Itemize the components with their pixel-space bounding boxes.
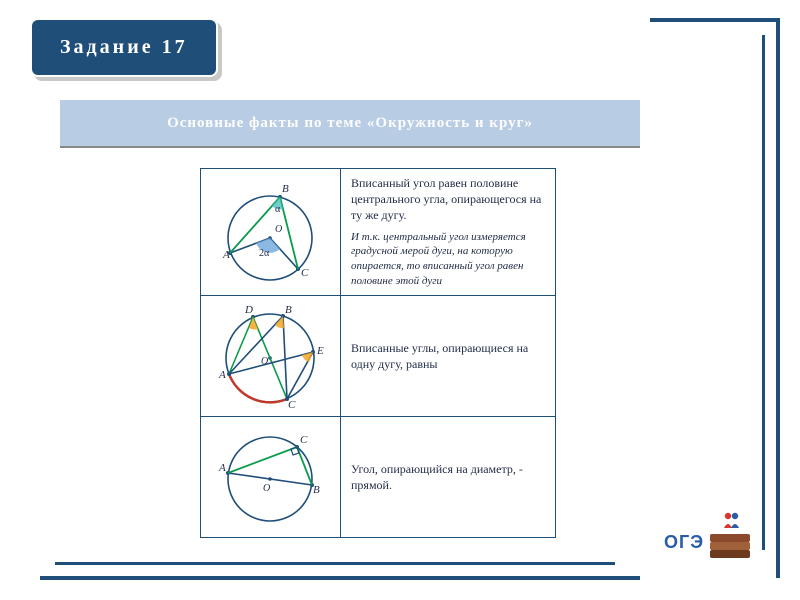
svg-text:A: A [218, 462, 226, 474]
table-row: A C D B E O Вписанные углы, опирающиеся … [201, 295, 556, 416]
table-row: A C B O α 2α Вписанный угол равен полови… [201, 169, 556, 296]
logo: ОГЭ [664, 526, 750, 558]
svg-text:O: O [261, 356, 268, 367]
svg-text:α: α [275, 204, 281, 215]
figure-inscribed-central: A C B O α 2α [205, 176, 335, 288]
figure-cell: A C B O α 2α [201, 169, 341, 296]
figure-diameter-right-angle: A B C O [205, 421, 335, 533]
frame-line [650, 18, 780, 22]
frame-line [40, 576, 640, 580]
frame-line [55, 562, 615, 565]
svg-text:A: A [218, 369, 226, 381]
frame-line [762, 35, 765, 550]
svg-text:B: B [282, 183, 289, 195]
svg-text:2α: 2α [259, 248, 270, 259]
subtitle-text: Основные факты по теме «Окружность и кру… [167, 115, 533, 132]
svg-text:O: O [275, 224, 282, 235]
table-row: A B C O Угол, опирающийся на диаметр, - … [201, 416, 556, 537]
facts-table: A C B O α 2α Вписанный угол равен полови… [200, 168, 556, 538]
row-italic: И т.к. центральный угол измеряется граду… [351, 230, 545, 289]
text-cell: Вписанные углы, опирающиеся на одну дугу… [341, 295, 556, 416]
logo-text: ОГЭ [664, 532, 704, 553]
text-cell: Вписанный угол равен половине центрально… [341, 169, 556, 296]
row-main: Угол, опирающийся на диаметр, - прямой. [351, 462, 523, 492]
svg-text:C: C [300, 434, 308, 446]
svg-text:A: A [222, 249, 230, 261]
person-icon [722, 512, 740, 530]
row-main: Вписанный угол равен половине центрально… [351, 176, 541, 222]
books-icon [710, 526, 750, 558]
svg-text:C: C [288, 399, 296, 411]
svg-text:C: C [301, 267, 309, 279]
figure-cell: A C D B E O [201, 295, 341, 416]
svg-text:D: D [244, 304, 253, 316]
svg-text:B: B [313, 484, 320, 496]
svg-text:O: O [263, 483, 270, 494]
task-badge: Задание 17 [30, 18, 218, 77]
subtitle-band: Основные факты по теме «Окружность и кру… [60, 100, 640, 146]
row-main: Вписанные углы, опирающиеся на одну дугу… [351, 341, 528, 371]
task-label: Задание 17 [60, 36, 188, 58]
frame-line [776, 18, 780, 578]
figure-equal-inscribed: A C D B E O [205, 300, 335, 412]
text-cell: Угол, опирающийся на диаметр, - прямой. [341, 416, 556, 537]
svg-text:B: B [285, 304, 292, 316]
svg-text:E: E [316, 345, 324, 357]
figure-cell: A B C O [201, 416, 341, 537]
